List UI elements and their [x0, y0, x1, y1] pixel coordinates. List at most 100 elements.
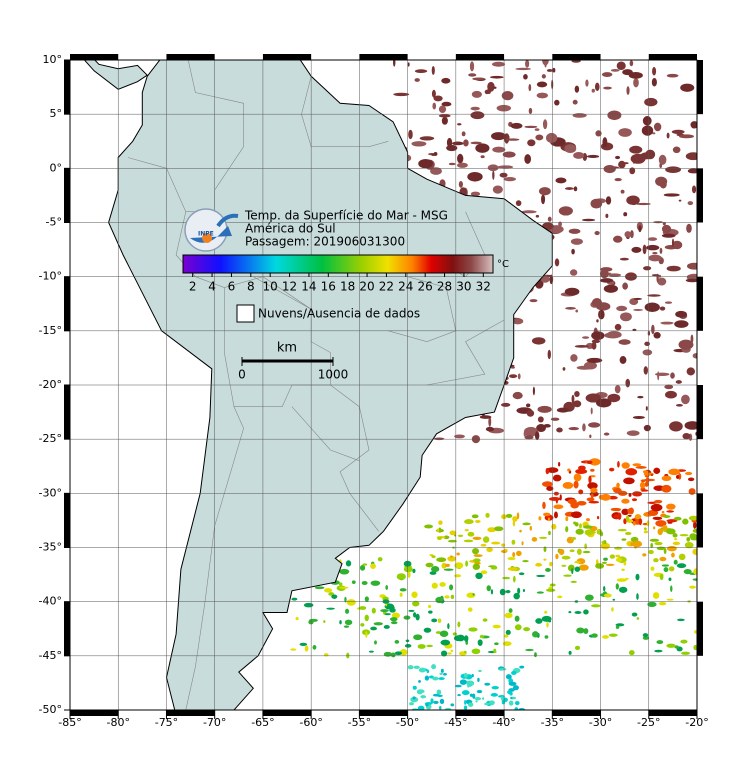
sst-patch — [534, 431, 540, 441]
sst-patch — [449, 584, 454, 591]
sst-patch — [628, 71, 643, 79]
sst-patch — [523, 627, 530, 632]
sst-patch — [565, 526, 569, 533]
sst-patch — [407, 665, 414, 670]
frame-segment — [697, 385, 703, 440]
sst-patch — [431, 555, 436, 559]
sst-patch — [507, 690, 512, 694]
sst-patch — [396, 573, 406, 580]
sst-patch — [339, 620, 342, 625]
sst-patch — [437, 536, 442, 541]
logo-text: INPE — [198, 231, 214, 238]
colorbar-tick-label: 22 — [379, 280, 394, 294]
sst-patch — [514, 624, 522, 631]
sst-patch — [493, 648, 497, 654]
sst-patch — [360, 623, 365, 627]
sst-patch — [312, 645, 317, 650]
sst-patch — [630, 153, 646, 164]
sst-patch — [643, 266, 652, 271]
frame-segment — [697, 493, 703, 548]
sst-patch — [407, 571, 411, 578]
sst-patch — [458, 181, 463, 188]
sst-patch — [682, 518, 689, 525]
sst-patch — [548, 530, 551, 536]
sst-patch — [648, 254, 662, 262]
sst-patch — [596, 515, 600, 520]
country-border — [301, 76, 389, 147]
sst-patch — [666, 510, 674, 513]
sst-patch — [651, 274, 660, 277]
sst-patch — [303, 602, 314, 608]
sst-patch — [655, 520, 667, 527]
sst-patch — [635, 466, 647, 469]
sst-patch — [478, 669, 482, 673]
sst-patch — [488, 416, 492, 427]
sst-patch — [638, 518, 642, 526]
sst-patch — [599, 278, 614, 283]
sst-patch — [657, 528, 663, 536]
sst-patch — [650, 542, 654, 549]
sst-patch — [558, 461, 561, 467]
sst-patch — [436, 557, 447, 563]
frame-segment — [70, 710, 119, 716]
sst-patch — [629, 145, 643, 154]
sst-patch — [662, 515, 671, 518]
sst-patch — [522, 560, 529, 563]
sst-patch — [644, 302, 660, 313]
sst-patch — [414, 78, 420, 82]
sst-patch — [646, 244, 660, 251]
frame-segment — [166, 54, 215, 60]
sst-patch — [652, 592, 660, 599]
colorbar-tick-label: 28 — [437, 280, 452, 294]
sst-patch — [487, 164, 499, 172]
sst-patch — [603, 593, 612, 598]
x-tick-label: -30° — [589, 716, 612, 729]
sst-patch — [536, 92, 549, 99]
sst-patch — [446, 137, 453, 148]
sst-patch — [558, 206, 573, 216]
sst-patch — [652, 66, 657, 76]
sst-patch — [493, 86, 497, 89]
legend-swatch — [236, 304, 255, 323]
sst-patch — [502, 151, 516, 158]
sst-patch — [590, 604, 601, 608]
sst-patch — [464, 528, 469, 532]
frame-segment — [648, 710, 697, 716]
sst-patch — [339, 586, 349, 589]
sst-patch — [351, 580, 356, 584]
sst-patch — [642, 244, 647, 255]
sst-patch — [690, 121, 697, 129]
sst-patch — [676, 474, 680, 479]
sst-patch — [535, 562, 543, 567]
sst-patch — [394, 651, 403, 656]
sst-patch — [433, 437, 445, 441]
frame-segment — [359, 710, 408, 716]
sst-patch — [664, 244, 678, 250]
sst-patch — [368, 650, 374, 653]
sst-patch — [418, 667, 426, 673]
sst-patch — [490, 589, 494, 595]
sst-patch — [681, 394, 690, 405]
sst-patch — [364, 614, 369, 622]
sst-patch — [457, 534, 464, 537]
sst-patch — [668, 577, 672, 581]
sst-patch — [542, 60, 549, 66]
sst-patch — [540, 275, 550, 283]
sst-patch — [655, 176, 668, 187]
sst-patch — [426, 669, 430, 674]
sst-patch — [447, 555, 457, 562]
frame-segment — [697, 60, 703, 115]
sst-patch — [653, 221, 664, 224]
sst-patch — [544, 635, 549, 639]
sst-patch — [654, 541, 663, 546]
sst-patch — [640, 479, 646, 483]
sst-patch — [655, 372, 670, 376]
sst-patch — [393, 92, 410, 97]
sst-patch — [486, 547, 493, 553]
sst-patch — [339, 568, 350, 575]
sst-patch — [470, 191, 481, 197]
sst-patch — [632, 328, 637, 331]
sst-patch — [490, 565, 498, 570]
sst-patch — [666, 643, 676, 648]
